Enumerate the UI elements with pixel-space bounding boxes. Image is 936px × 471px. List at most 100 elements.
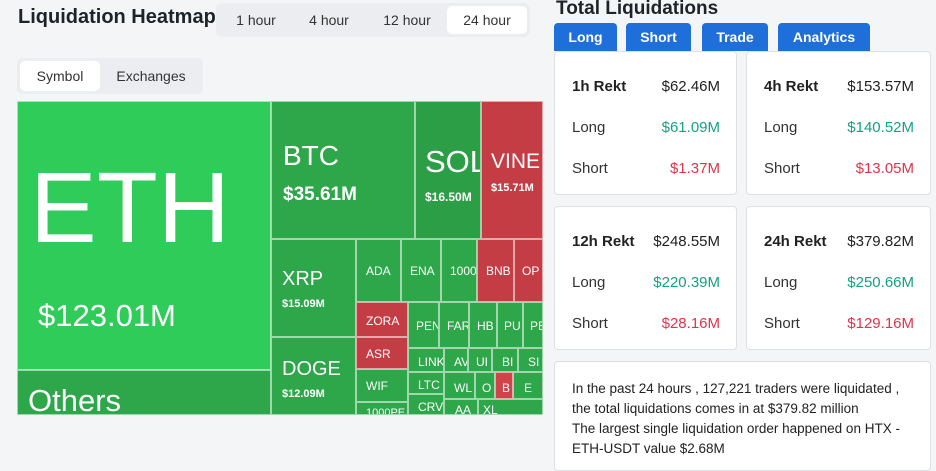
tab-short[interactable]: Short (626, 23, 691, 51)
rekt-card-12h: 12h Rekt $248.55M Long $220.39M Short $2… (554, 206, 737, 350)
cell-symbol: BI (502, 355, 514, 369)
heatmap-cell-zora[interactable]: ZORA (356, 302, 408, 337)
cell-symbol: PU (504, 319, 521, 333)
rekt-card-1h: 1h Rekt $62.46M Long $61.09M Short $1.37… (554, 51, 737, 195)
heatmap-cell-ui[interactable]: UI (468, 348, 492, 372)
heatmap-cell-btc[interactable]: BTC $35.61M (271, 101, 415, 239)
cell-symbol: FAR (447, 319, 469, 333)
heatmap-cell-e[interactable]: E (513, 372, 543, 399)
cell-symbol: VINE (491, 150, 541, 173)
cell-symbol: XL (483, 403, 498, 415)
cell-symbol: WL (454, 381, 472, 395)
heatmap-cell-o[interactable]: O (475, 372, 495, 399)
cell-symbol: LINK (418, 355, 444, 369)
cell-symbol: SOL (425, 144, 481, 179)
summary-line: In the past 24 hours , 127,221 traders w… (572, 381, 900, 396)
card-short-label: Short (572, 160, 608, 177)
tab-24-hour[interactable]: 24 hour (447, 6, 527, 34)
heatmap-cell-pu[interactable]: PU (497, 302, 523, 348)
cell-symbol: BTC (283, 140, 339, 171)
heatmap-cell-ena[interactable]: ENA (401, 239, 441, 302)
cell-value: $123.01M (38, 298, 176, 333)
cell-symbol: SI (528, 355, 540, 369)
card-short-value: $1.37M (669, 160, 720, 177)
heatmap-cell-sol[interactable]: SOL $16.50M (415, 101, 481, 239)
tab-trade[interactable]: Trade (702, 23, 768, 51)
cell-symbol: AV (454, 355, 468, 369)
card-long-value: $140.52M (847, 119, 914, 136)
heatmap-cell-wif[interactable]: WIF (356, 369, 408, 402)
heatmap-cell-xrp[interactable]: XRP $15.09M (271, 239, 356, 337)
cell-symbol: ADA (366, 264, 391, 278)
cell-value: $12.09M (282, 388, 325, 400)
tab-analytics[interactable]: Analytics (778, 23, 870, 51)
cell-symbol: BNB (486, 264, 511, 278)
heatmap-cell-aa[interactable]: AA (444, 399, 478, 415)
heatmap-cell-si[interactable]: SI (518, 348, 543, 372)
card-long-value: $61.09M (661, 119, 720, 136)
cell-symbol: ENA (410, 264, 435, 278)
heatmap-cell-asr[interactable]: ASR (356, 337, 408, 369)
heatmap-cell-xl[interactable]: XL (478, 399, 543, 415)
heatmap-cell-others[interactable]: Others (17, 370, 271, 415)
heatmap-cell-ltc[interactable]: LTC (408, 372, 444, 394)
heatmap-cell-1000pe[interactable]: 1000PE (356, 402, 408, 415)
summary-line: the total liquidations comes in at $379.… (572, 401, 859, 416)
heatmap-cell-wl[interactable]: WL (444, 372, 475, 399)
cell-symbol: OP (522, 264, 540, 278)
heatmap-cell-link[interactable]: LINK (408, 348, 444, 372)
tab-long[interactable]: Long (554, 23, 617, 51)
heatmap-cell-pe[interactable]: PE (523, 302, 543, 348)
tab-exchanges[interactable]: Exchanges (116, 68, 186, 84)
cell-symbol: PEN (416, 319, 439, 333)
card-total: $153.57M (847, 78, 914, 95)
card-short-value: $129.16M (847, 315, 914, 332)
summary-line: ETH-USDT value $2.68M (572, 441, 725, 456)
heatmap-cell-ada[interactable]: ADA (356, 239, 401, 302)
heatmap-cell-far[interactable]: FAR (439, 302, 469, 348)
cell-value: $15.09M (282, 298, 325, 310)
cell-symbol: B (502, 381, 511, 395)
cell-symbol: ETH (30, 152, 230, 264)
card-short-value: $13.05M (855, 160, 914, 177)
heatmap-cell-op[interactable]: OP (514, 239, 543, 302)
heatmap-cell-b[interactable]: B (495, 372, 513, 399)
card-short-label: Short (764, 315, 800, 332)
heatmap-cell-hb[interactable]: HB (469, 302, 497, 348)
card-total: $62.46M (661, 78, 720, 95)
tab-12-hour[interactable]: 12 hour (383, 12, 431, 28)
card-short-label: Short (572, 315, 608, 332)
cell-symbol: ZORA (366, 314, 400, 328)
heatmap-cell-av[interactable]: AV (444, 348, 468, 372)
heatmap-cell-pen[interactable]: PEN (408, 302, 439, 348)
cell-value: $16.50M (425, 190, 472, 204)
heatmap-cell-crv[interactable]: CRV (408, 394, 444, 415)
page-title: Liquidation Heatmap (18, 6, 216, 28)
card-short-value: $28.16M (661, 315, 720, 332)
time-range-tabs: 1 hour 4 hour 12 hour 24 hour (216, 3, 530, 37)
card-short-label: Short (764, 160, 800, 177)
liquidation-heatmap: ETH $123.01M Others BTC $35.61M SOL $16.… (17, 101, 543, 415)
card-long-label: Long (764, 119, 798, 136)
card-period: 12h Rekt (572, 233, 635, 250)
tab-4-hour[interactable]: 4 hour (309, 12, 349, 28)
view-tabs: Symbol Exchanges (17, 58, 203, 94)
cell-symbol: E (524, 381, 533, 395)
heatmap-cell-bnb[interactable]: BNB (477, 239, 514, 302)
cell-symbol: PE (530, 319, 542, 333)
cell-symbol: UI (476, 355, 488, 369)
card-long-label: Long (764, 274, 798, 291)
cell-symbol: WIF (366, 379, 388, 393)
cell-symbol: O (482, 381, 492, 395)
heatmap-cell-eth[interactable]: ETH $123.01M (17, 101, 271, 370)
tab-symbol[interactable]: Symbol (20, 61, 100, 91)
cell-symbol: ASR (366, 347, 391, 361)
heatmap-cell-doge[interactable]: DOGE $12.09M (271, 337, 356, 415)
card-total: $379.82M (847, 233, 914, 250)
heatmap-cell-vine[interactable]: VINE $15.71M (481, 101, 543, 239)
tab-1-hour[interactable]: 1 hour (236, 12, 276, 28)
cell-value: $35.61M (283, 184, 357, 205)
heatmap-cell-1000[interactable]: 1000 (441, 239, 477, 302)
total-liquidations-title: Total Liquidations (556, 0, 719, 19)
heatmap-cell-bi[interactable]: BI (492, 348, 518, 372)
